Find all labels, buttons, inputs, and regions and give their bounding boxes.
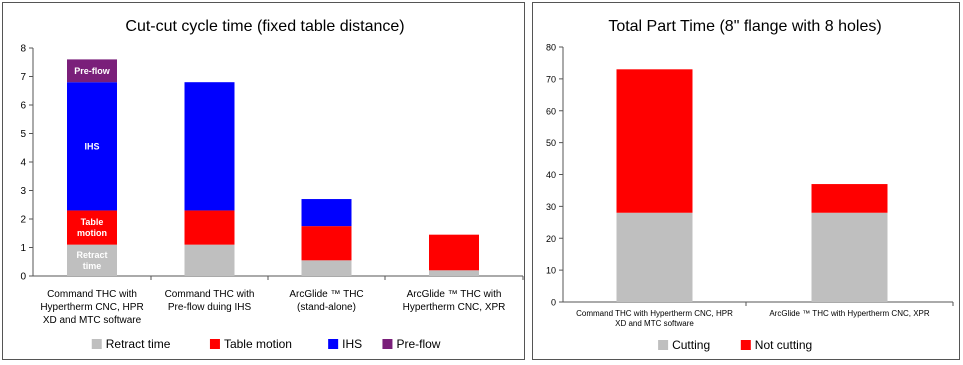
legend-label: IHS [342, 337, 362, 351]
x-category-label: Pre-flow duing IHS [168, 302, 252, 313]
y-tick-label: 60 [546, 106, 556, 116]
bar-table-motion [429, 234, 479, 271]
bar-ihs [184, 82, 235, 211]
bar-data-label: motion [77, 228, 107, 238]
bar-table-motion [184, 210, 235, 245]
legend-label: Retract time [106, 337, 171, 351]
y-tick-label: 80 [546, 43, 556, 53]
legend-swatch [382, 339, 393, 349]
legend-label: Not cutting [755, 338, 812, 352]
x-category-label: ArcGlide ™ THC with Hypertherm CNC, XPR [769, 309, 930, 318]
bar-retract-time [184, 244, 235, 276]
y-tick-label: 8 [20, 44, 26, 55]
bar-table-motion [67, 210, 117, 245]
legend-swatch [740, 340, 751, 350]
bar-retract-time [429, 270, 479, 276]
x-category-label: XD and MTC software [43, 315, 142, 326]
y-tick-label: 6 [20, 101, 26, 112]
bar-pre-flow [67, 59, 117, 83]
x-category-label: Hypertherm CNC, XPR [403, 302, 506, 313]
total-part-time-chart: Total Part Time (8" flange with 8 holes)… [546, 18, 954, 352]
bar-cutting [811, 212, 888, 302]
bar-ihs [301, 199, 352, 227]
legend-swatch [658, 340, 669, 350]
x-category-label: ArcGlide ™ THC [289, 289, 363, 300]
legend-label: Pre-flow [396, 337, 440, 351]
bar-ihs [67, 82, 117, 211]
bar-table-motion [301, 226, 352, 261]
legend-swatch [209, 339, 220, 349]
chart-title: Cut-cut cycle time (fixed table distance… [125, 18, 404, 35]
cycle-time-chart: Cut-cut cycle time (fixed table distance… [20, 18, 524, 351]
y-tick-label: 20 [546, 234, 556, 244]
legend-label: Cutting [672, 338, 710, 352]
bar-data-label: Table [81, 217, 104, 227]
bar-data-label: IHS [84, 141, 99, 151]
bar-data-label: time [83, 261, 102, 271]
x-category-label: Hypertherm CNC, HPR [40, 302, 143, 313]
total-part-time-chart-panel: Total Part Time (8" flange with 8 holes)… [532, 2, 960, 360]
x-category-label: (stand-alone) [297, 302, 356, 313]
bar-data-label: Retract [76, 250, 107, 260]
legend-swatch [328, 339, 339, 349]
y-tick-label: 1 [20, 243, 26, 254]
x-category-label: XD and MTC software [615, 319, 694, 328]
y-tick-label: 0 [20, 272, 26, 283]
legend-label: Table motion [224, 337, 292, 351]
bar-cutting [616, 212, 693, 302]
bar-not-cutting [811, 184, 888, 213]
y-tick-label: 70 [546, 74, 556, 84]
y-tick-label: 0 [551, 298, 556, 308]
bar-retract-time [301, 260, 352, 276]
y-tick-label: 4 [20, 158, 26, 169]
y-tick-label: 7 [20, 72, 26, 83]
y-tick-label: 30 [546, 202, 556, 212]
bar-data-label: Pre-flow [74, 66, 111, 76]
y-tick-label: 10 [546, 266, 556, 276]
y-tick-label: 40 [546, 170, 556, 180]
legend-swatch [91, 339, 102, 349]
y-tick-label: 50 [546, 138, 556, 148]
x-category-label: Command THC with [47, 289, 137, 300]
x-category-label: Command THC with Hypertherm CNC, HPR [576, 309, 733, 318]
bar-not-cutting [616, 69, 693, 213]
y-tick-label: 2 [20, 215, 26, 226]
bar-retract-time [67, 244, 117, 276]
x-category-label: ArcGlide ™ THC with [407, 289, 502, 300]
chart-title: Total Part Time (8" flange with 8 holes) [608, 18, 881, 35]
cycle-time-chart-panel: Cut-cut cycle time (fixed table distance… [2, 2, 525, 360]
x-category-label: Command THC with [165, 289, 255, 300]
y-tick-label: 5 [20, 129, 26, 140]
y-tick-label: 3 [20, 186, 26, 197]
